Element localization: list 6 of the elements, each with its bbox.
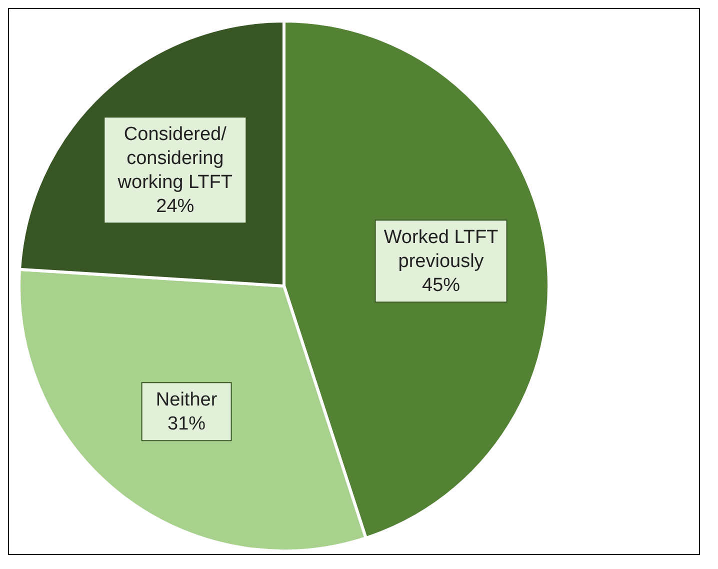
data-label: 45% [422,275,460,296]
slice-label: Worked LTFT previously [384,227,499,272]
slice-label: Considered/ considering working LTFT [116,124,233,194]
slice-label: Neither [156,390,218,411]
data-label: 24% [156,196,194,218]
data-label: 31% [168,414,206,435]
